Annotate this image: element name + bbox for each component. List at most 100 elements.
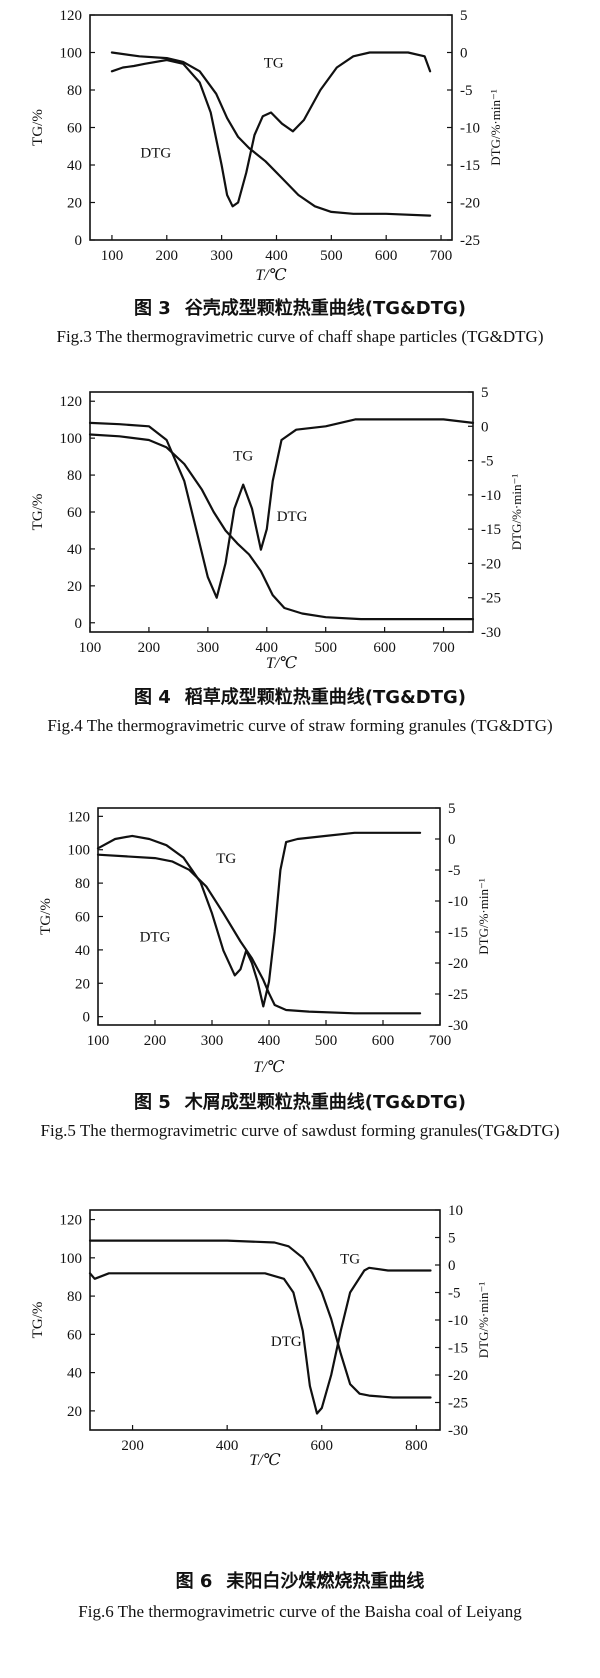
figure-number-cn: 图 6: [175, 1571, 213, 1592]
x-tick-label: 200: [121, 1438, 144, 1454]
y-tick-label: 80: [75, 876, 90, 892]
y2-axis-label: DTG/%·min⁻¹: [488, 89, 503, 166]
y2-axis-label: DTG/%·min⁻¹: [476, 1282, 491, 1359]
y-tick-label: 120: [60, 8, 83, 24]
y-tick-label: 120: [68, 809, 91, 825]
caption-en: Fig.3 The thermogravimetric curve of cha…: [56, 327, 544, 346]
y2-tick-label: -15: [460, 158, 480, 174]
chart-fig5: 100 200 300 400 500 600 700 0 20 40 60 80 100 120 5 0 -5…: [38, 801, 491, 1076]
annotation-dtg: DTG: [277, 509, 308, 525]
y2-tick-label: -5: [448, 1286, 461, 1302]
y-axis-label: TG/%: [30, 494, 46, 531]
y2-tick-label: 0: [448, 1258, 456, 1274]
y2-axis-label: DTG/%·min⁻¹: [509, 474, 524, 551]
y2-tick-label: 5: [481, 385, 489, 401]
x-tick-label: 400: [265, 248, 288, 264]
x-tick-label: 100: [101, 248, 124, 264]
y2-tick-label: -15: [448, 925, 468, 941]
y2-tick-label: -5: [481, 454, 494, 470]
figure-number-cn: 图 5: [134, 1092, 171, 1113]
y-tick-label: 100: [60, 1251, 83, 1267]
x-axis-label: T/℃: [266, 655, 297, 672]
caption-cn-text: 谷壳成型颗粒热重曲线(TG&DTG): [184, 298, 466, 319]
chart-fig6: 200 400 600 800 20 40 60 80 100 120 10 5 0 -5 -10 -15 -2…: [30, 1203, 491, 1469]
x-tick-label: 100: [87, 1033, 110, 1049]
y-tick-label: 0: [83, 1010, 91, 1026]
y-tick-label: 20: [67, 196, 82, 212]
series-line-tg: [110, 51, 432, 217]
y2-tick-label: -25: [481, 591, 501, 607]
y-axis-label: TG/%: [30, 109, 46, 146]
figure-3: 100 200 300 400 500 600 700 0 20 40 60 80 100 120 5 0 -5…: [0, 0, 600, 385]
annotation-tg: TG: [233, 448, 253, 464]
y-tick-label: 60: [75, 910, 90, 926]
annotation-tg: TG: [216, 851, 236, 867]
caption-cn: 图 6 耒阳白沙煤燃烧热重曲线: [0, 1567, 600, 1593]
chart-fig4: 100 200 300 400 500 600 700 0 20 40 60 80 100 120 5 0 -5…: [30, 385, 524, 672]
y-tick-label: 60: [67, 121, 82, 137]
figure-6: 200 400 600 800 20 40 60 80 100 120 10 5 0 -5 -10 -15 -2…: [0, 1195, 600, 1678]
x-axis-label: T/℃: [253, 1059, 284, 1076]
y2-tick-label: -15: [448, 1341, 468, 1357]
y-tick-label: 40: [67, 1366, 82, 1382]
x-tick-label: 400: [256, 640, 279, 656]
x-tick-label: 200: [144, 1033, 167, 1049]
y-tick-label: 60: [67, 1327, 82, 1343]
y2-tick-label: 5: [448, 1231, 456, 1247]
x-tick-label: 400: [216, 1438, 239, 1454]
caption-cn-text: 耒阳白沙煤燃烧热重曲线: [226, 1571, 425, 1592]
caption-cn: 图 3 谷壳成型颗粒热重曲线(TG&DTG): [0, 294, 600, 320]
y-tick-label: 80: [67, 1289, 82, 1305]
chart-fig3: 100 200 300 400 500 600 700 0 20 40 60 80 100 120 5 0 -5…: [30, 8, 503, 284]
y-tick-label: 20: [67, 579, 82, 595]
x-tick-label: 600: [375, 248, 398, 264]
y2-tick-label: 5: [448, 801, 456, 817]
y-tick-label: 100: [60, 46, 83, 62]
x-tick-label: 600: [372, 1033, 395, 1049]
figure-number-cn: 图 3: [134, 298, 171, 319]
y2-tick-label: -25: [460, 233, 480, 249]
y2-tick-label: -20: [448, 956, 468, 972]
caption-en: Fig.5 The thermogravimetric curve of saw…: [40, 1121, 560, 1140]
series-line-dtg: [96, 831, 422, 1008]
plot-frame: [89, 14, 453, 241]
y2-tick-label: -30: [481, 625, 501, 641]
figure-number-cn: 图 4: [134, 687, 171, 708]
caption-cn-text: 稻草成型颗粒热重曲线(TG&DTG): [184, 687, 466, 708]
series-line-dtg: [88, 418, 475, 599]
y2-tick-label: -15: [481, 522, 501, 538]
x-tick-label: 600: [311, 1438, 334, 1454]
y2-tick-label: 0: [448, 832, 456, 848]
x-tick-label: 500: [315, 1033, 338, 1049]
x-tick-label: 500: [320, 248, 343, 264]
caption-cn-text: 木屑成型颗粒热重曲线(TG&DTG): [184, 1092, 466, 1113]
y2-tick-label: -20: [448, 1368, 468, 1384]
y-tick-label: 80: [67, 468, 82, 484]
annotation-dtg: DTG: [271, 1334, 302, 1350]
series-line-dtg: [88, 1266, 432, 1415]
y-axis-label: TG/%: [30, 1302, 46, 1339]
y-tick-label: 0: [75, 616, 83, 632]
y-tick-label: 0: [75, 233, 83, 249]
x-tick-label: 200: [138, 640, 161, 656]
x-tick-label: 500: [314, 640, 337, 656]
figure-5: 100 200 300 400 500 600 700 0 20 40 60 80 100 120 5 0 -5…: [0, 790, 600, 1195]
y-tick-label: 40: [67, 158, 82, 174]
y-tick-label: 100: [68, 843, 91, 859]
y2-tick-label: -5: [460, 83, 473, 99]
y2-tick-label: -25: [448, 987, 468, 1003]
y2-tick-label: -25: [448, 1396, 468, 1412]
x-tick-label: 300: [201, 1033, 224, 1049]
series-line-dtg: [110, 51, 432, 208]
y2-axis-label: DTG/%·min⁻¹: [476, 878, 491, 955]
y2-tick-label: 5: [460, 8, 468, 24]
y-tick-label: 80: [67, 83, 82, 99]
caption-en: Fig.6 The thermogravimetric curve of the…: [78, 1602, 522, 1621]
figure-4: 100 200 300 400 500 600 700 0 20 40 60 80 100 120 5 0 -5…: [0, 385, 600, 790]
y2-tick-label: -10: [448, 1313, 468, 1329]
y-tick-label: 60: [67, 505, 82, 521]
y2-tick-label: -10: [460, 121, 480, 137]
y-tick-label: 100: [60, 431, 83, 447]
x-tick-label: 600: [373, 640, 396, 656]
x-axis-label: T/℃: [255, 267, 286, 284]
